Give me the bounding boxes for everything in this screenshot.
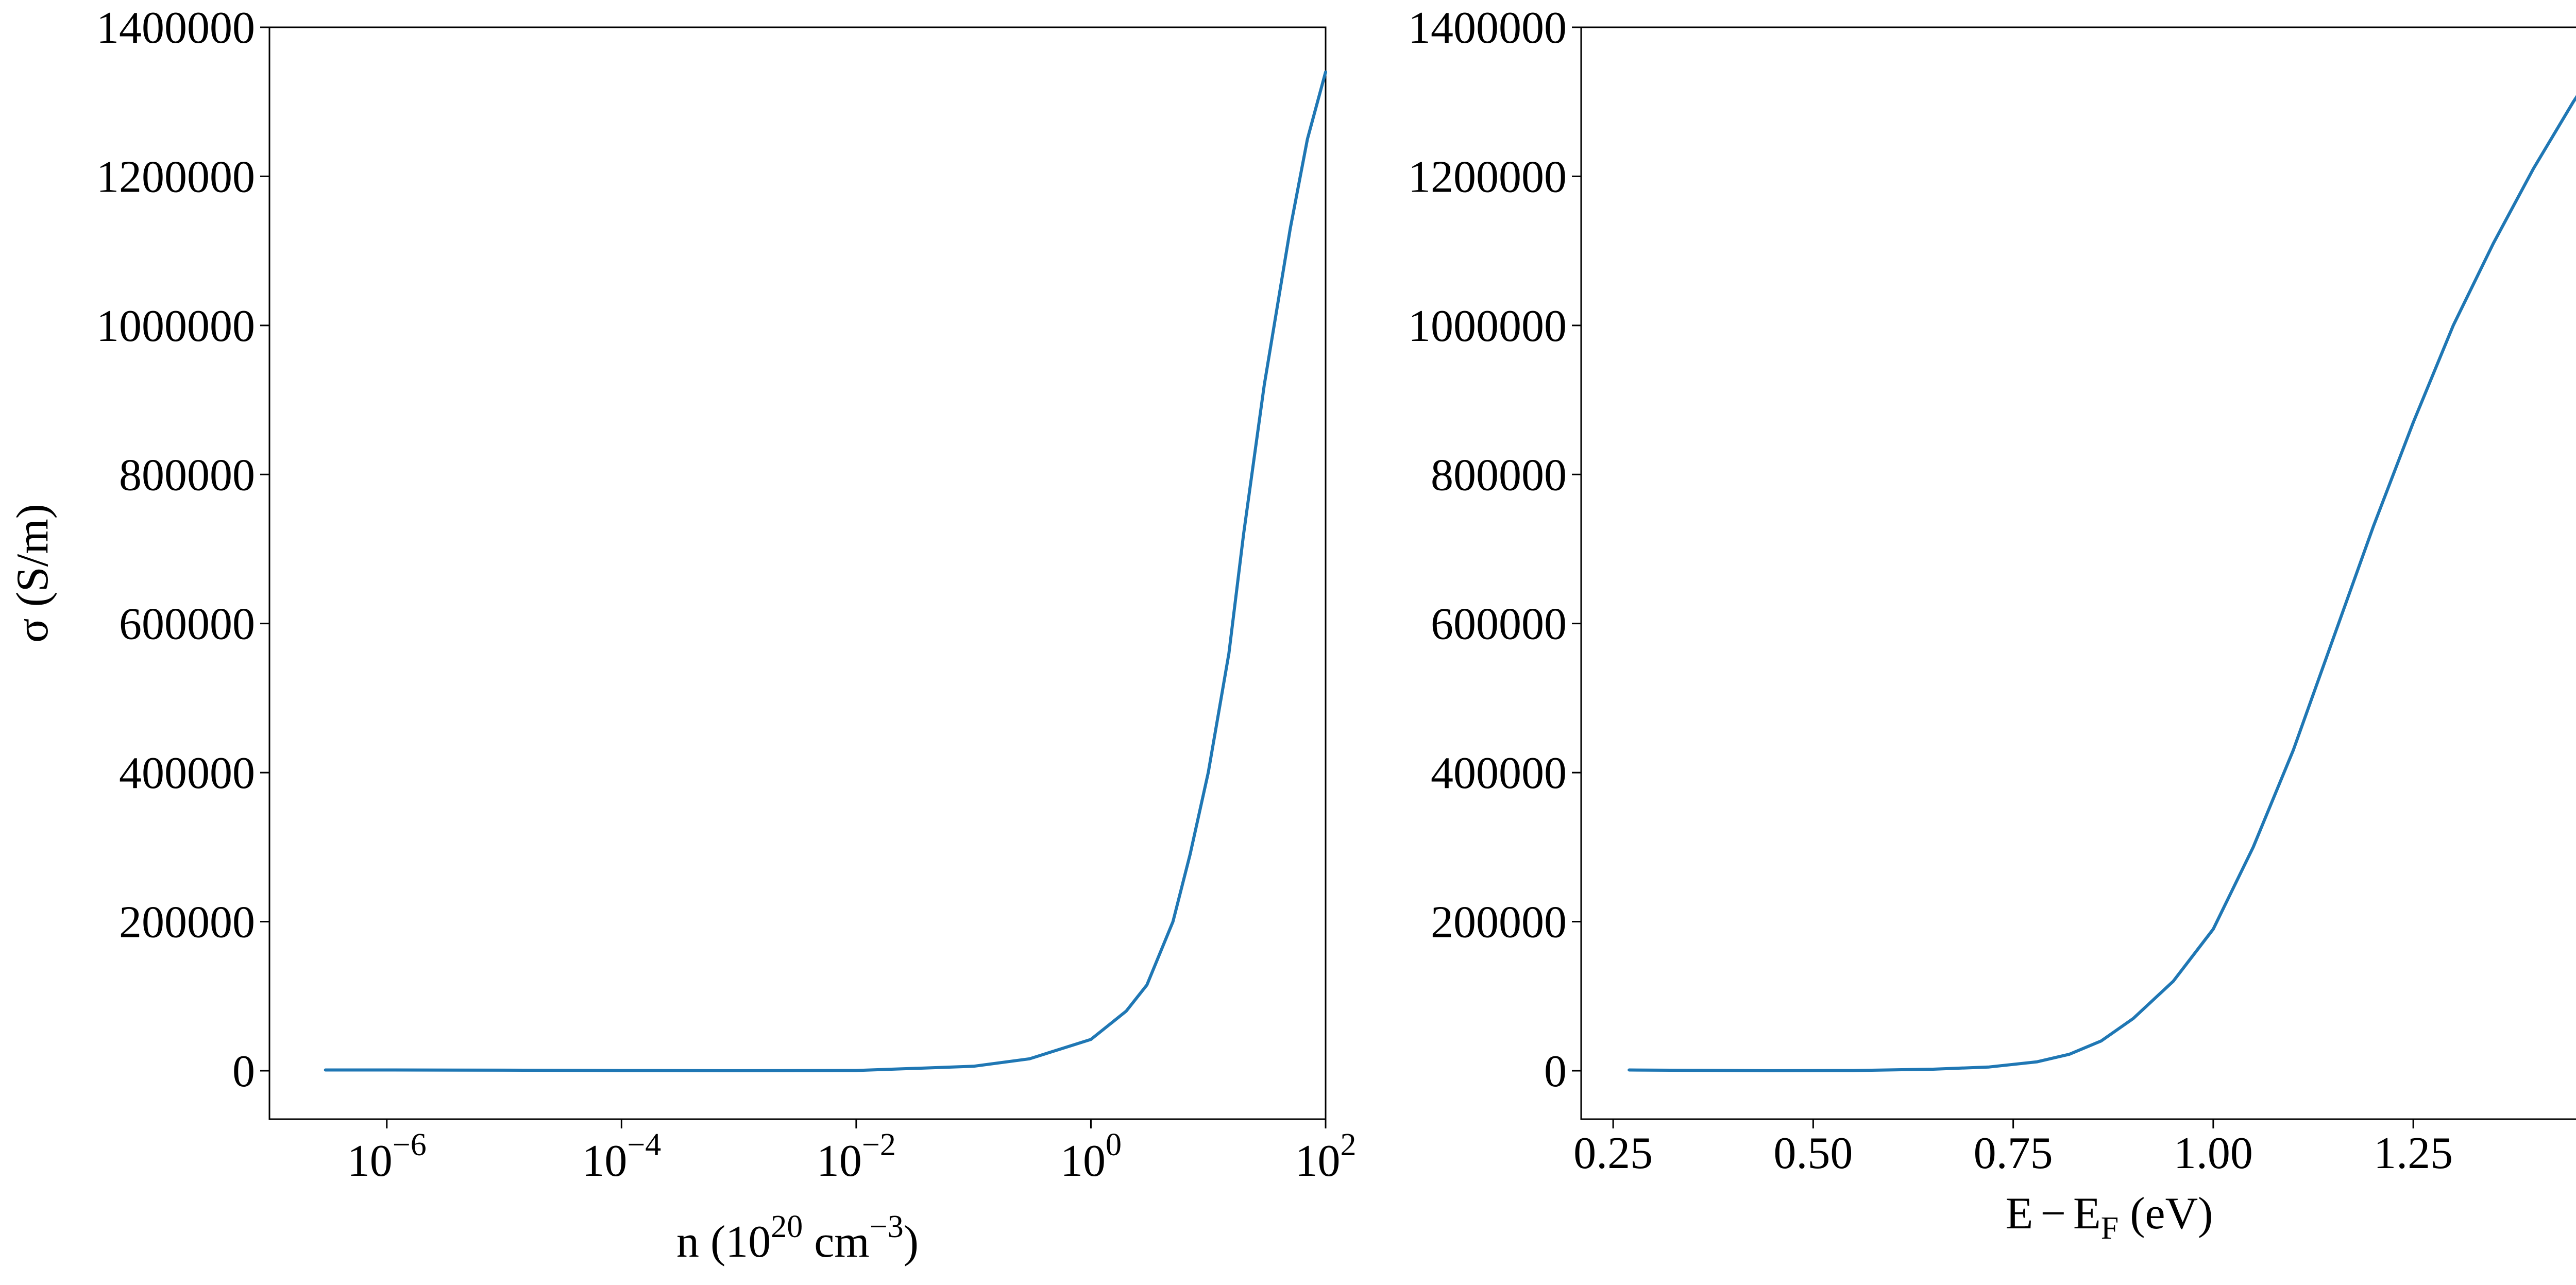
conductivity-vs-carrier-density-panel: 0 200000 400000 600000 800000 1000000 1200000 1… xyxy=(8,3,1357,1267)
y-ticks: 0 200000 400000 600000 800000 1000000 1200000 1… xyxy=(1408,3,1581,1096)
y-tick-label: 0 xyxy=(232,1047,255,1096)
y-tick-label: 400000 xyxy=(1431,748,1567,798)
plot-lines xyxy=(324,70,1327,1072)
series-line xyxy=(324,70,1327,1072)
x-tick-label: 10−6 xyxy=(347,1127,427,1186)
y-tick-label: 1000000 xyxy=(96,301,255,351)
x-ticks: 10−6 10−4 10−2 100 102 xyxy=(347,1119,1357,1186)
x-tick-label: 0.25 xyxy=(1573,1128,1653,1178)
x-tick-label: 100 xyxy=(1060,1127,1122,1186)
y-tick-label: 600000 xyxy=(119,599,255,649)
y-axis-label: σ (S/m) xyxy=(8,504,58,643)
x-ticks: 0.25 0.50 0.75 1.00 1.25 1.50 xyxy=(1573,1119,2576,1178)
x-tick-label: 1.50 xyxy=(2573,1128,2576,1178)
y-tick-label: 1200000 xyxy=(96,152,255,202)
x-tick-label: 1.25 xyxy=(2374,1128,2453,1178)
y-tick-label: 0 xyxy=(1544,1047,1567,1096)
y-tick-label: 400000 xyxy=(119,748,255,798)
plot-lines xyxy=(1628,95,2576,1072)
plot-frame xyxy=(1580,26,2576,1120)
plot-frame xyxy=(268,26,1327,1120)
x-axis-label: n (1020 cm−3) xyxy=(676,1209,919,1267)
y-tick-label: 1400000 xyxy=(1408,3,1567,53)
y-ticks: 0 200000 400000 600000 800000 1000000 1200000 1… xyxy=(96,3,269,1096)
x-tick-label: 102 xyxy=(1295,1127,1357,1186)
x-tick-label: 0.75 xyxy=(1974,1128,2053,1178)
y-tick-label: 200000 xyxy=(119,898,255,948)
y-tick-label: 600000 xyxy=(1431,599,1567,649)
y-tick-label: 1200000 xyxy=(1408,152,1567,202)
x-tick-label: 10−2 xyxy=(817,1127,896,1186)
series-line xyxy=(1628,95,2576,1072)
y-tick-label: 200000 xyxy=(1431,898,1567,948)
x-tick-label: 0.50 xyxy=(1773,1128,1853,1178)
conductivity-vs-energy-panel: 0 200000 400000 600000 800000 1000000 1200000 1… xyxy=(1408,3,2576,1246)
y-tick-label: 1400000 xyxy=(96,3,255,53)
y-tick-label: 800000 xyxy=(119,450,255,500)
x-tick-label: 10−4 xyxy=(582,1127,661,1186)
y-tick-label: 800000 xyxy=(1431,450,1567,500)
x-tick-label: 1.00 xyxy=(2174,1128,2253,1178)
x-axis-label: E − EF (eV) xyxy=(2006,1189,2213,1246)
y-tick-label: 1000000 xyxy=(1408,301,1567,351)
